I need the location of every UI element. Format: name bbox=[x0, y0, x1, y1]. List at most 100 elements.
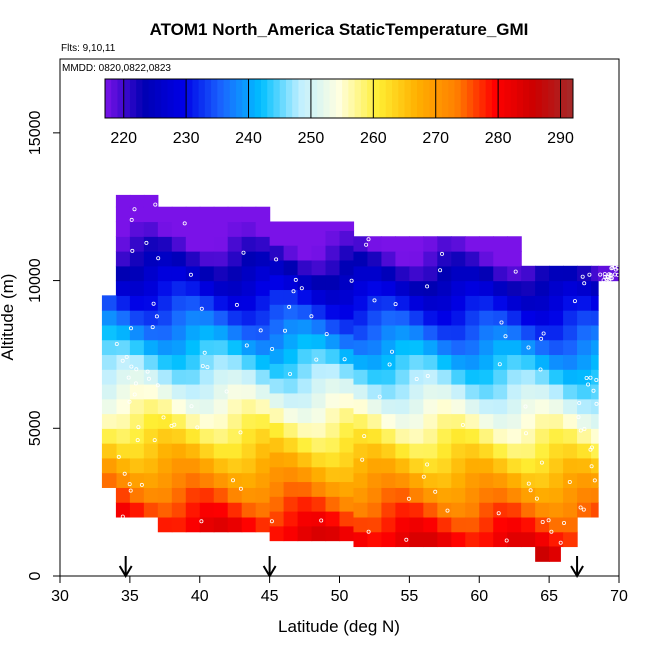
temperature-cell bbox=[493, 487, 508, 503]
x-tick-label: 40 bbox=[191, 588, 209, 605]
temperature-cell bbox=[269, 221, 285, 231]
temperature-cell bbox=[213, 369, 229, 385]
temperature-cell bbox=[227, 369, 243, 385]
observation-point bbox=[389, 349, 394, 354]
temperature-cell bbox=[507, 295, 522, 311]
temperature-cell bbox=[171, 339, 187, 356]
temperature-cell bbox=[241, 428, 257, 444]
temperature-cell bbox=[409, 398, 424, 415]
temperature-cell bbox=[269, 363, 285, 379]
observation-point bbox=[349, 278, 354, 283]
temperature-cell bbox=[115, 295, 131, 311]
temperature-cell bbox=[381, 295, 396, 311]
temperature-cell bbox=[479, 383, 494, 400]
temperature-cell bbox=[507, 369, 522, 385]
temperature-cell bbox=[437, 354, 452, 370]
temperature-cell bbox=[591, 457, 599, 474]
temperature-cell bbox=[269, 304, 285, 320]
dates-label: MMDD: 0820,0822,0823 bbox=[62, 63, 171, 74]
colorbar: 220 230 240 250 260 270 280 290 bbox=[104, 78, 574, 147]
temperature-cell bbox=[367, 398, 383, 415]
colorbar-segment bbox=[379, 79, 387, 118]
temperature-cell bbox=[129, 324, 145, 341]
temperature-cell bbox=[255, 398, 271, 415]
temperature-cell bbox=[591, 339, 599, 356]
temperature-cell bbox=[465, 280, 480, 296]
temperature-cell bbox=[493, 251, 508, 267]
temperature-cell bbox=[199, 369, 215, 385]
observation-point bbox=[195, 425, 200, 430]
observation-point bbox=[299, 286, 304, 291]
temperature-cell bbox=[213, 236, 229, 252]
temperature-cell bbox=[311, 318, 327, 335]
observation-point bbox=[524, 431, 529, 436]
temperature-cell bbox=[269, 348, 285, 364]
temperature-cell bbox=[409, 280, 424, 296]
temperature-cell bbox=[549, 295, 564, 311]
temperature-cell bbox=[409, 324, 424, 341]
temperature-cell bbox=[199, 324, 215, 341]
temperature-cell bbox=[157, 251, 173, 267]
temperature-cell bbox=[101, 443, 117, 459]
temperature-cell bbox=[395, 457, 410, 474]
temperature-cell bbox=[479, 354, 494, 370]
temperature-cell bbox=[339, 378, 355, 394]
temperature-cell bbox=[353, 472, 369, 488]
temperature-cell bbox=[311, 259, 327, 276]
temperature-cell bbox=[465, 502, 480, 518]
temperature-cell bbox=[465, 428, 480, 444]
observation-point bbox=[534, 496, 539, 501]
temperature-cell bbox=[437, 502, 452, 518]
temperature-cell bbox=[129, 236, 145, 252]
temperature-cell bbox=[311, 245, 327, 261]
temperature-cell bbox=[213, 206, 229, 223]
colorbar-segment bbox=[304, 79, 312, 118]
temperature-cell bbox=[185, 206, 201, 223]
temperature-cell bbox=[129, 487, 145, 503]
temperature-cell bbox=[325, 245, 341, 261]
temperature-cell bbox=[255, 443, 271, 459]
temperature-cell bbox=[171, 472, 187, 488]
temperature-cell bbox=[213, 516, 229, 533]
temperature-cell bbox=[367, 236, 383, 252]
temperature-cell bbox=[283, 451, 299, 468]
observation-point bbox=[200, 363, 205, 368]
temperature-cell bbox=[241, 206, 257, 223]
temperature-cell bbox=[353, 398, 369, 415]
temperature-cell bbox=[395, 428, 410, 444]
temperature-cell bbox=[367, 280, 383, 296]
temperature-cell bbox=[493, 354, 508, 370]
observation-point bbox=[241, 250, 246, 255]
temperature-cell bbox=[157, 310, 173, 326]
temperature-cell bbox=[381, 487, 396, 503]
temperature-cell bbox=[535, 443, 550, 459]
colorbar-segment bbox=[105, 79, 112, 118]
temperature-cell bbox=[115, 443, 131, 459]
temperature-cell bbox=[227, 295, 243, 311]
temperature-cell bbox=[227, 502, 243, 518]
temperature-cell bbox=[157, 502, 173, 518]
temperature-cell bbox=[283, 221, 299, 231]
temperature-cell bbox=[423, 369, 438, 385]
temperature-cell bbox=[353, 280, 369, 296]
temperature-cell bbox=[437, 295, 452, 311]
temperature-cell bbox=[563, 280, 578, 296]
temperature-cell bbox=[129, 457, 145, 474]
observation-point bbox=[546, 518, 551, 523]
temperature-cell bbox=[143, 472, 159, 488]
temperature-cell bbox=[339, 496, 355, 512]
observation-point bbox=[608, 276, 613, 281]
observation-point bbox=[133, 381, 138, 386]
colorbar-tick-label: 220 bbox=[110, 130, 137, 147]
colorbar-segment bbox=[329, 79, 337, 118]
observation-point bbox=[377, 394, 382, 399]
observation-point bbox=[205, 365, 210, 370]
temperature-cell bbox=[213, 487, 229, 503]
temperature-cell bbox=[185, 265, 201, 282]
observation-point bbox=[387, 362, 392, 367]
temperature-cell bbox=[157, 428, 173, 444]
colorbar-frame bbox=[104, 78, 574, 119]
observation-point bbox=[393, 302, 398, 307]
temperature-cell bbox=[479, 398, 494, 415]
temperature-cell bbox=[381, 339, 396, 356]
